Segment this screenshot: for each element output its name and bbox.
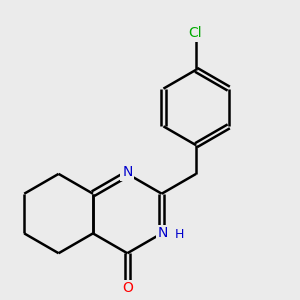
Text: O: O [122,281,133,296]
Text: H: H [175,228,184,242]
Text: Cl: Cl [188,26,201,40]
Text: N: N [122,165,133,179]
Text: N: N [158,226,168,240]
